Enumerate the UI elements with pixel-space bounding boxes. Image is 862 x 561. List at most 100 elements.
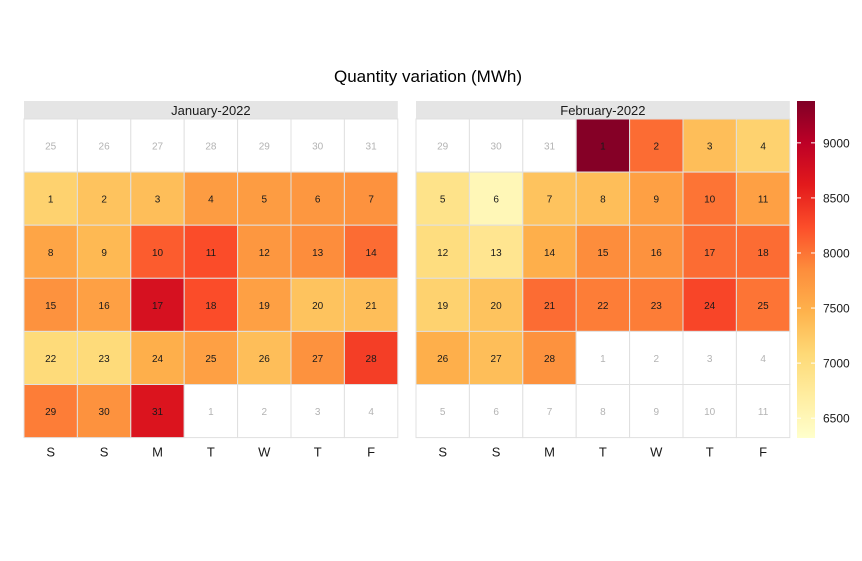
panel-title: February-2022 xyxy=(560,103,645,118)
heatmap-cell xyxy=(343,330,399,385)
day-label: 10 xyxy=(152,248,164,259)
empty-cell xyxy=(183,384,239,439)
day-label: 12 xyxy=(437,248,449,259)
weekday-label: F xyxy=(759,445,767,460)
day-label: 25 xyxy=(758,301,770,312)
weekday-label: M xyxy=(544,445,555,460)
heatmap-cell xyxy=(343,171,399,226)
day-label: 9 xyxy=(101,248,107,259)
day-label: 2 xyxy=(101,195,107,206)
day-label: 20 xyxy=(491,301,503,312)
day-label: 1 xyxy=(600,354,606,365)
day-label: 14 xyxy=(544,248,556,259)
colorbar-tick-label: 7500 xyxy=(823,302,850,316)
heatmap-cell xyxy=(237,224,292,279)
day-label: 30 xyxy=(312,142,324,153)
empty-cell xyxy=(735,384,791,439)
day-label: 28 xyxy=(205,142,217,153)
heatmap-cell xyxy=(130,384,185,439)
day-label: 30 xyxy=(99,407,111,418)
heatmap-cell xyxy=(522,224,577,279)
day-label: 21 xyxy=(544,301,556,312)
day-label: 12 xyxy=(259,248,271,259)
day-label: 29 xyxy=(45,407,57,418)
heatmap-cell xyxy=(735,224,791,279)
day-label: 8 xyxy=(600,407,606,418)
day-label: 26 xyxy=(99,142,111,153)
heatmap-cell xyxy=(23,171,78,226)
day-label: 21 xyxy=(366,301,378,312)
day-label: 29 xyxy=(437,142,449,153)
weekday-label: W xyxy=(258,445,271,460)
day-label: 23 xyxy=(651,301,663,312)
heatmap-cell xyxy=(130,277,185,332)
day-label: 6 xyxy=(315,195,321,206)
day-label: 9 xyxy=(654,407,660,418)
heatmap-cell xyxy=(682,118,737,173)
day-label: 31 xyxy=(544,142,556,153)
heatmap-cell xyxy=(23,277,78,332)
day-label: 11 xyxy=(758,407,769,418)
heatmap-cell xyxy=(23,384,78,439)
day-label: 6 xyxy=(493,407,499,418)
day-label: 27 xyxy=(312,354,324,365)
heatmap-cell xyxy=(237,171,292,226)
weekday-label: F xyxy=(367,445,375,460)
colorbar-tick-label: 7000 xyxy=(823,357,850,371)
day-label: 10 xyxy=(704,195,716,206)
day-label: 29 xyxy=(259,142,271,153)
empty-cell xyxy=(237,118,292,173)
heatmap-cell xyxy=(735,277,791,332)
heatmap-cell xyxy=(575,224,631,279)
empty-cell xyxy=(682,384,737,439)
day-label: 26 xyxy=(437,354,449,365)
day-label: 22 xyxy=(597,301,609,312)
heatmap-cell xyxy=(522,277,577,332)
day-label: 4 xyxy=(368,407,374,418)
heatmap-cell xyxy=(682,171,737,226)
weekday-label: T xyxy=(314,445,322,460)
day-label: 24 xyxy=(704,301,716,312)
heatmap-cell xyxy=(575,277,631,332)
day-label: 23 xyxy=(99,354,111,365)
heatmap-cell xyxy=(183,171,239,226)
day-label: 7 xyxy=(368,195,374,206)
empty-cell xyxy=(343,384,399,439)
empty-cell xyxy=(629,330,684,385)
day-label: 16 xyxy=(99,301,111,312)
empty-cell xyxy=(735,330,791,385)
empty-cell xyxy=(468,118,524,173)
empty-cell xyxy=(415,118,470,173)
chart-title: Quantity variation (MWh) xyxy=(334,67,522,86)
day-label: 4 xyxy=(208,195,214,206)
day-label: 14 xyxy=(366,248,378,259)
day-label: 11 xyxy=(206,248,217,259)
weekday-label: S xyxy=(492,445,501,460)
empty-cell xyxy=(575,384,631,439)
day-label: 3 xyxy=(155,195,161,206)
day-label: 28 xyxy=(544,354,556,365)
heatmap-cell xyxy=(290,277,345,332)
day-label: 31 xyxy=(152,407,164,418)
day-label: 22 xyxy=(45,354,57,365)
heatmap-cell xyxy=(290,171,345,226)
empty-cell xyxy=(629,384,684,439)
heatmap-cell xyxy=(183,277,239,332)
empty-cell xyxy=(575,330,631,385)
weekday-label: T xyxy=(706,445,714,460)
day-label: 13 xyxy=(312,248,324,259)
day-label: 27 xyxy=(491,354,503,365)
colorbar xyxy=(797,101,815,438)
day-label: 5 xyxy=(262,195,268,206)
day-label: 8 xyxy=(600,195,606,206)
panel-strip xyxy=(416,101,790,119)
day-label: 11 xyxy=(758,195,769,206)
heatmap-cell xyxy=(468,330,524,385)
day-label: 17 xyxy=(704,248,716,259)
heatmap-cell xyxy=(343,277,399,332)
day-label: 1 xyxy=(208,407,214,418)
empty-cell xyxy=(522,384,577,439)
day-label: 18 xyxy=(758,248,770,259)
day-label: 20 xyxy=(312,301,324,312)
